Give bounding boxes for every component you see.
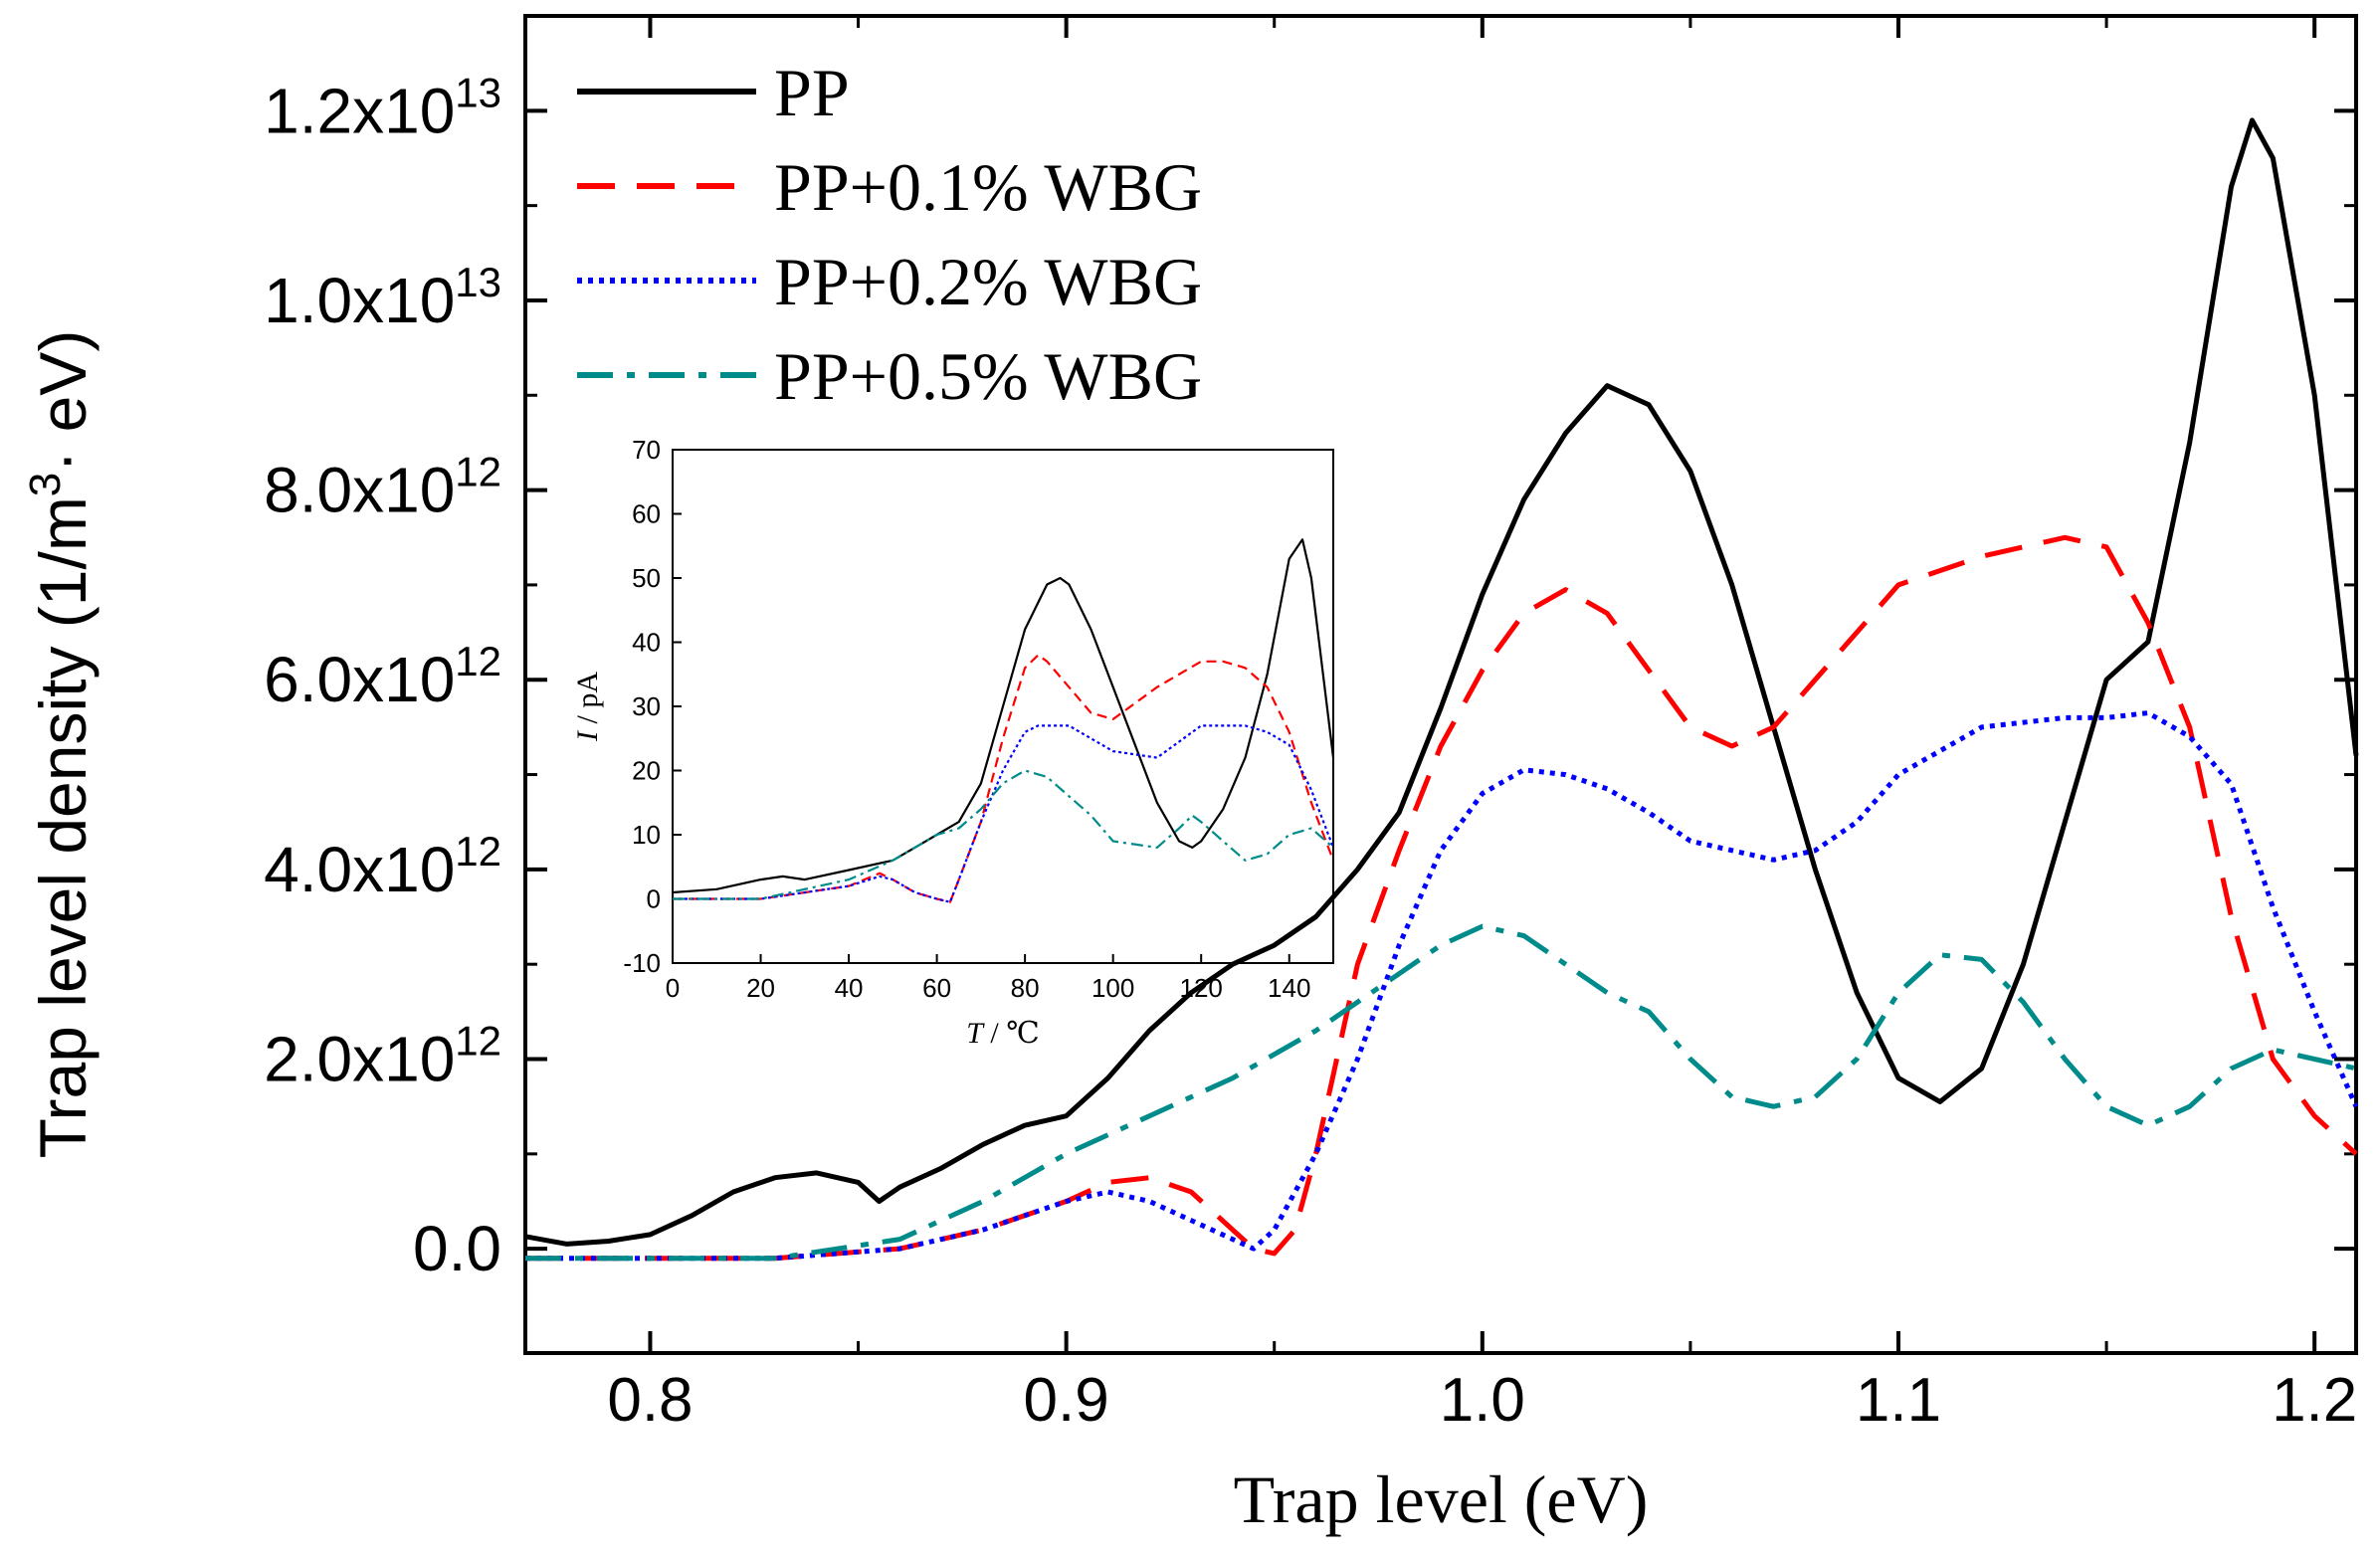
y-axis-label: Trap level density (1/m3· eV) [21, 330, 99, 1159]
inset-y-tick-label: 40 [632, 628, 661, 658]
x-tick-label: 1.1 [1856, 1366, 1941, 1435]
y-tick-label: 0.0 [413, 1213, 501, 1284]
inset-y-tick-label: 10 [632, 820, 661, 850]
series-line-0 [524, 117, 2359, 1247]
inset-series-line-3 [673, 769, 1334, 900]
inset-y-tick-label: 60 [632, 499, 661, 529]
x-tick-label: 0.9 [1024, 1366, 1109, 1435]
inset-y-tick-label: 70 [632, 435, 661, 465]
legend-label-0: PP [774, 55, 850, 130]
y-tick-label: 1.0x1013 [264, 259, 501, 336]
inset-x-tick-label: 100 [1091, 973, 1134, 1003]
inset-x-tick-label: 80 [1011, 973, 1040, 1003]
main-series [524, 117, 2359, 1262]
inset-series-line-0 [672, 538, 1335, 894]
legend-label-3: PP+0.5% WBG [774, 338, 1202, 414]
y-tick-label: 1.2x1013 [264, 69, 501, 146]
inset-y-tick-label: 0 [647, 884, 661, 914]
inset-x-tick-label: 0 [666, 973, 680, 1003]
legend-label-2: PP+0.2% WBG [774, 244, 1202, 319]
y-tick-label: 4.0x1012 [264, 828, 501, 905]
inset-y-tick-label: 20 [632, 756, 661, 786]
inset-x-tick-label: 20 [746, 973, 775, 1003]
inset-x-tick-label: 140 [1268, 973, 1310, 1003]
inset-series-line-2 [673, 724, 1335, 903]
inset-x-tick-label: 120 [1180, 973, 1223, 1003]
inset-y-tick-label: 30 [632, 691, 661, 721]
inset-y-tick-label: -10 [623, 948, 661, 978]
y-tick-label: 8.0x1012 [264, 449, 501, 526]
inset-series [672, 538, 1335, 903]
main-plot-frame [523, 14, 2358, 1355]
main-plot: 0.8 0.9 1.0 1.1 1.2 0.0 2.0x1012 4.0x1012 6.0x10… [21, 14, 2359, 1537]
legend: PP PP+0.1% WBG PP+0.2% WBG PP+0.5% WBG [577, 55, 1202, 414]
x-tick-label: 1.0 [1440, 1366, 1525, 1435]
legend-label-1: PP+0.1% WBG [774, 149, 1202, 225]
inset-x-axis-label: T / ℃ [966, 1017, 1040, 1050]
series-line-2 [525, 710, 2359, 1262]
main-ticks: 0.8 0.9 1.0 1.1 1.2 0.0 2.0x1012 4.0x1012 6.0x10… [264, 16, 2357, 1435]
inset-y-axis-label: I / pA [571, 672, 604, 742]
series-line-3 [525, 923, 2357, 1262]
series-line-1 [525, 534, 2358, 1262]
x-axis-label: Trap level (eV) [1234, 1462, 1649, 1537]
inset-x-tick-label: 40 [835, 973, 864, 1003]
x-tick-label: 0.8 [607, 1366, 693, 1435]
y-tick-label: 6.0x1012 [264, 638, 501, 715]
x-tick-label: 1.2 [2272, 1366, 2357, 1435]
inset-series-line-1 [673, 654, 1335, 903]
inset-x-tick-label: 60 [922, 973, 951, 1003]
inset-y-tick-label: 50 [632, 563, 661, 593]
y-tick-label: 2.0x1012 [264, 1018, 501, 1095]
